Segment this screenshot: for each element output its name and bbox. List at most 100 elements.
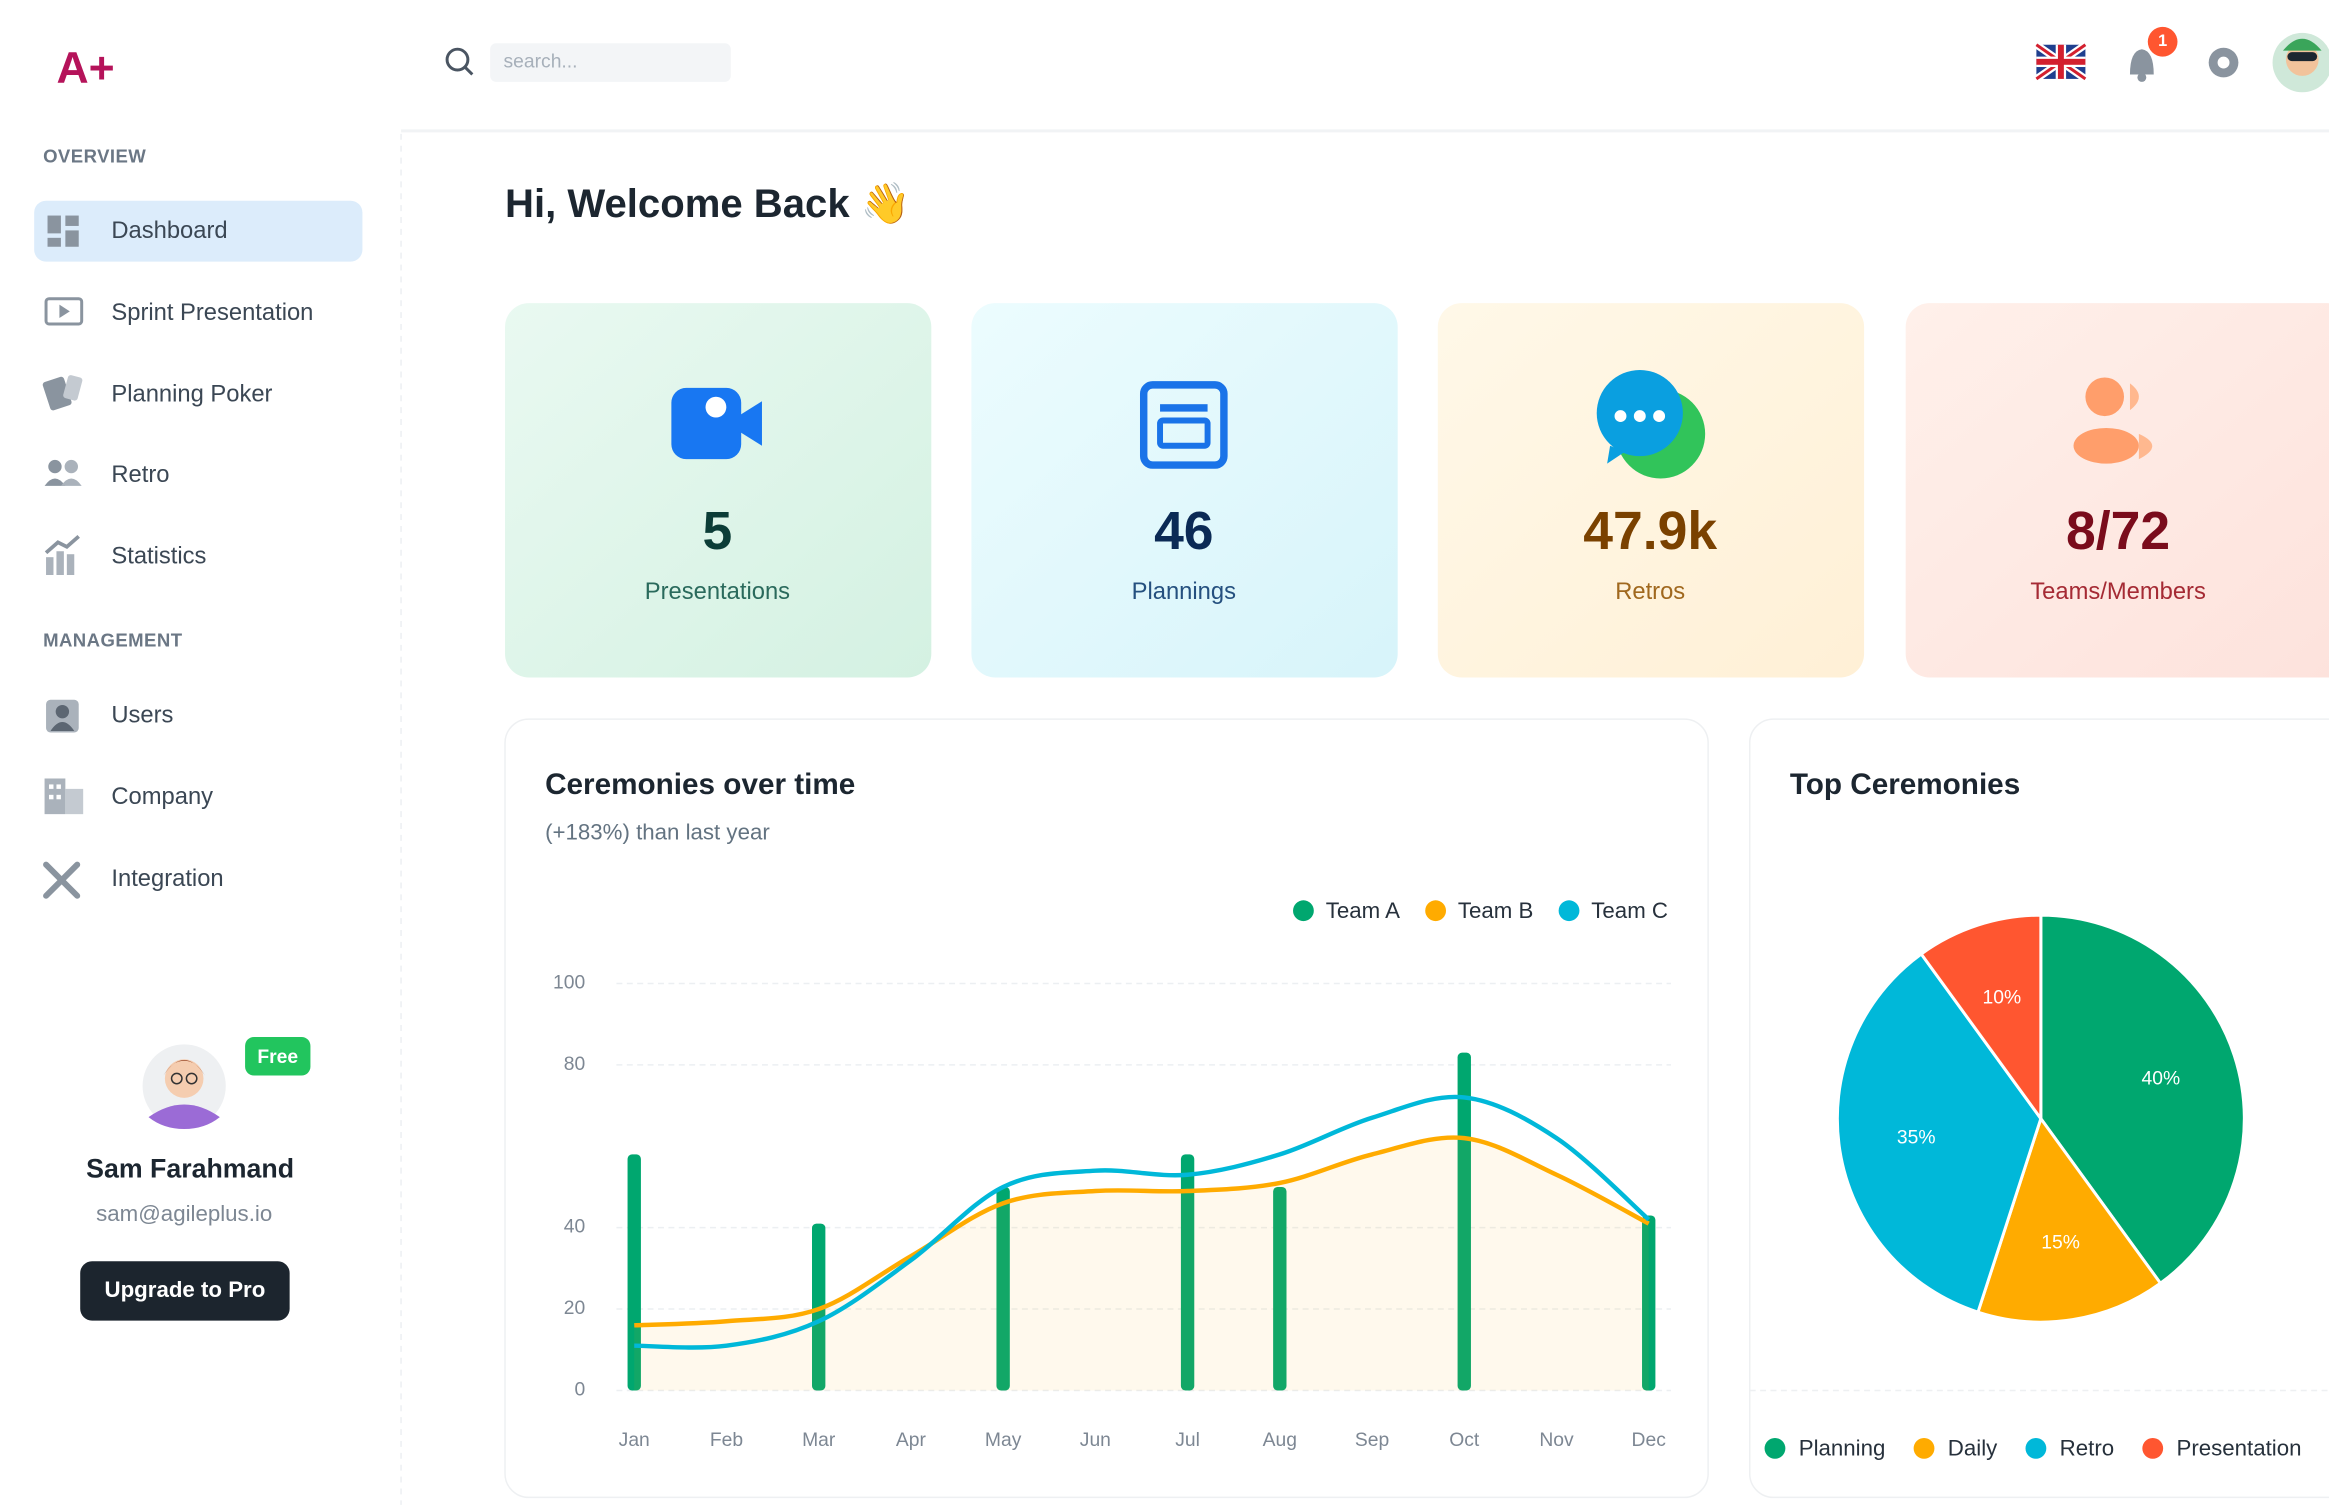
card-icon — [671, 387, 762, 460]
chart-title: Ceremonies over time — [545, 768, 855, 801]
nav-icon — [46, 699, 79, 733]
bar — [627, 1154, 641, 1391]
stat-card — [505, 303, 932, 678]
card-value: 47.9k — [1583, 502, 1717, 561]
nav-item[interactable]: Dashboard — [111, 217, 227, 244]
chart-subtitle: (+183%) than last year — [545, 819, 770, 844]
pie-chart: 40% 15% 35% 10% Planning Daily Retro Presentati… — [1764, 913, 2302, 1461]
nav-icon — [44, 459, 82, 486]
settings-icon[interactable] — [2208, 47, 2239, 78]
nav-icon — [44, 778, 84, 815]
search-placeholder: search... — [504, 52, 578, 73]
language-flag[interactable] — [2034, 41, 2088, 82]
y-tick-label: 0 — [574, 1380, 585, 1401]
legend-marker — [2025, 1437, 2047, 1459]
y-tick-label: 80 — [564, 1054, 585, 1075]
x-tick-label: Nov — [1539, 1430, 1574, 1451]
plan-badge-text: Free — [257, 1047, 298, 1068]
x-tick-label: Jun — [1080, 1430, 1111, 1451]
slice-label: 35% — [1897, 1127, 1936, 1148]
legend-marker — [2142, 1437, 2164, 1459]
nav-active-background — [34, 200, 363, 262]
x-tick-label: Sep — [1355, 1430, 1389, 1451]
search-input[interactable] — [490, 43, 731, 82]
y-tick-label: 40 — [564, 1217, 585, 1238]
nav-section-title: OVERVIEW — [43, 146, 146, 167]
area — [634, 1137, 1649, 1391]
nav-item[interactable]: Company — [111, 783, 213, 810]
nav-item[interactable]: Users — [111, 701, 173, 728]
card-icon — [2073, 377, 2153, 464]
legend-marker — [1293, 900, 1314, 922]
x-tick-label: Apr — [896, 1430, 927, 1451]
nav-item[interactable]: Statistics — [111, 542, 206, 569]
legend-label: Presentation — [2177, 1436, 2302, 1461]
card-value: 8/72 — [2066, 502, 2170, 561]
logo[interactable]: A+ — [56, 44, 114, 93]
line-chart: 0 20 40 80 100 Jan Feb Mar Apr May Jun Jul Aug Sep Oct… — [553, 898, 1671, 1451]
legend-marker — [1558, 900, 1580, 922]
card-icon — [1596, 370, 1706, 479]
x-tick-label: Aug — [1263, 1430, 1297, 1451]
card-label: Teams/Members — [2030, 578, 2206, 605]
bar — [1273, 1186, 1287, 1391]
user-avatar — [142, 1044, 226, 1130]
card-label: Plannings — [1132, 578, 1236, 605]
stat-card — [1905, 303, 2329, 678]
nav-item[interactable]: Retro — [111, 461, 169, 488]
notification-badge — [2147, 26, 2178, 57]
slice-label: 40% — [2142, 1069, 2181, 1090]
nav-item[interactable]: Planning Poker — [111, 381, 272, 408]
legend-label: Team C — [1591, 898, 1668, 923]
y-tick-label: 20 — [564, 1298, 585, 1319]
legend-label: Planning — [1799, 1436, 1886, 1461]
nav-item[interactable]: Sprint Presentation — [111, 299, 313, 326]
nav-icon — [47, 215, 79, 247]
slice-label: 10% — [1983, 988, 2022, 1009]
notification-bell[interactable] — [2129, 49, 2154, 82]
x-tick-label: Feb — [710, 1430, 743, 1451]
profile-avatar[interactable] — [2272, 32, 2329, 93]
x-tick-label: May — [985, 1430, 1022, 1451]
line — [634, 1094, 1651, 1350]
x-tick-label: Dec — [1632, 1430, 1667, 1451]
bar — [1180, 1154, 1195, 1391]
x-tick-label: Oct — [1449, 1430, 1480, 1451]
stat-card — [971, 303, 1398, 678]
legend-label: Retro — [2060, 1436, 2114, 1461]
user-name: Sam Farahmand — [86, 1154, 294, 1184]
pie-slice — [1835, 951, 2043, 1315]
card-value: 5 — [703, 502, 733, 561]
legend-marker — [1425, 900, 1447, 922]
nav-icon — [44, 534, 80, 576]
nav-item[interactable]: Integration — [111, 865, 223, 892]
upgrade-button[interactable] — [80, 1261, 290, 1321]
legend-label: Daily — [1948, 1436, 1998, 1461]
legend-marker — [1764, 1437, 1786, 1459]
search-icon[interactable] — [445, 47, 474, 76]
nav-icon — [42, 375, 83, 411]
card-label: Presentations — [645, 578, 790, 605]
chart-title: Top Ceremonies — [1790, 768, 2020, 801]
card-label: Retros — [1615, 578, 1685, 605]
pie-slice — [1976, 1115, 2163, 1324]
x-tick-label: Jan — [619, 1430, 650, 1451]
slice-label: 15% — [2041, 1232, 2080, 1253]
nav-icon — [44, 297, 84, 326]
chart-panel — [504, 718, 1709, 1499]
legend-marker — [1913, 1437, 1935, 1459]
bar — [996, 1186, 1010, 1391]
stat-card — [1437, 303, 1865, 678]
plan-badge — [245, 1036, 311, 1076]
nav-section-title: MANAGEMENT — [43, 630, 183, 651]
pie-slice — [2039, 913, 2246, 1286]
user-email: sam@agileplus.io — [96, 1201, 272, 1226]
bar — [1642, 1215, 1656, 1391]
x-tick-label: Mar — [802, 1430, 836, 1451]
legend-label: Team B — [1458, 898, 1533, 923]
card-value: 46 — [1154, 502, 1213, 561]
pie-slice — [1919, 913, 2043, 1124]
y-tick-label: 100 — [553, 973, 585, 994]
card-icon — [1139, 381, 1228, 469]
